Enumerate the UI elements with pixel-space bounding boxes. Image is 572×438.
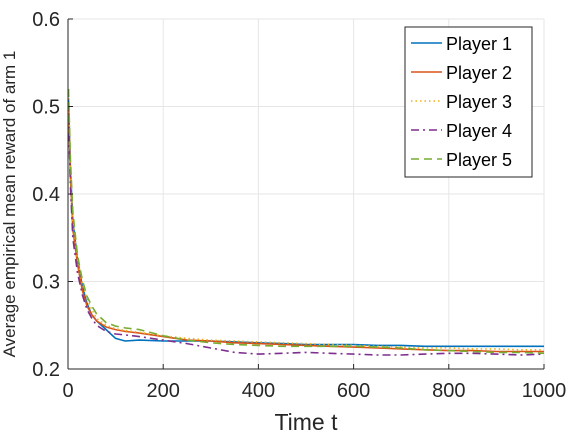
y-axis-label: Average empirical mean reward of arm 1 [0,51,19,358]
x-tick-label: 1000 [522,380,567,402]
series-line-player-4 [67,115,545,356]
y-tick-label: 0.5 [32,97,60,119]
legend-label-player-4: Player 4 [446,121,512,141]
x-tick-label: 0 [62,380,73,402]
series-line-player-2 [67,106,544,353]
x-tick-label: 200 [147,380,180,402]
x-tick-label: 400 [242,380,275,402]
x-axis-label: Time t [274,409,338,435]
legend: Player 1 Player 2 Player 3 Player 4 Player 5 [404,26,533,178]
legend-box [404,26,533,178]
y-tick-label: 0.4 [32,184,60,206]
y-tick-label: 0.6 [32,9,60,31]
y-tick-label: 0.2 [32,359,60,381]
y-tick-label: 0.3 [32,272,60,294]
legend-label-player-5: Player 5 [446,150,512,170]
legend-label-player-1: Player 1 [446,34,512,54]
legend-label-player-3: Player 3 [446,92,512,112]
x-tick-label: 600 [337,380,370,402]
series-lines [67,88,545,356]
legend-label-player-2: Player 2 [446,63,512,83]
axes: 0 200 400 600 800 1000 0.2 0.3 0.4 0.5 0.6 Time t Av… [0,9,566,435]
x-tick-label: 800 [432,380,465,402]
